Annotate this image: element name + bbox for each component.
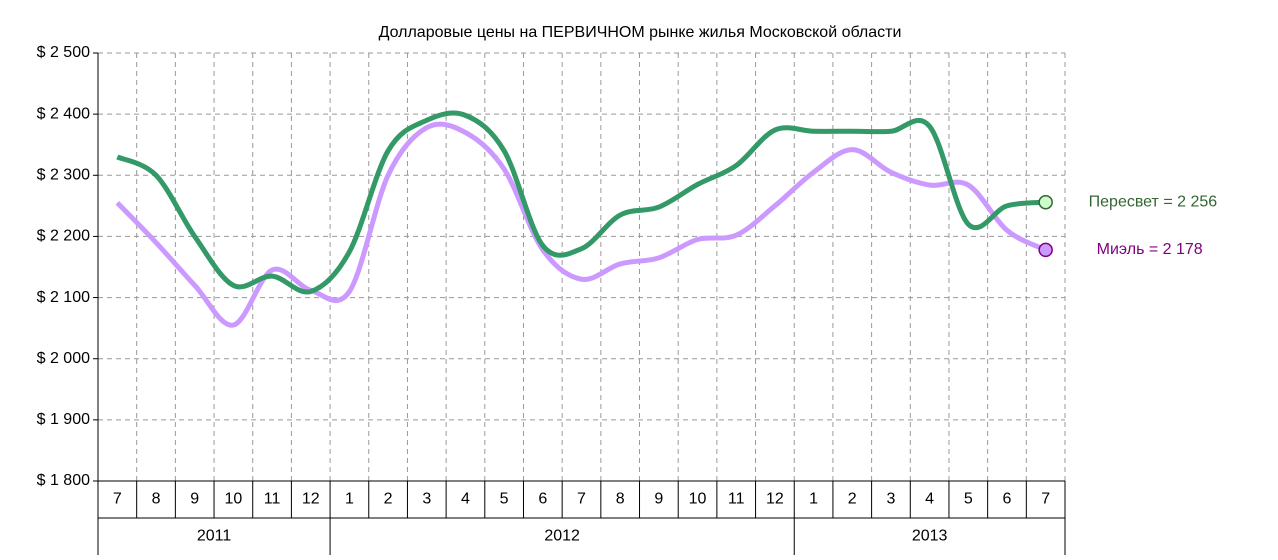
x-tick-label: 7 (577, 491, 586, 508)
group-label: 2011 (197, 528, 232, 545)
y-tick-label: $ 2 000 (37, 350, 90, 367)
end-label: Пересвет = 2 256 (1089, 193, 1218, 210)
series-line (116, 110, 1046, 295)
series-line (115, 121, 1047, 328)
end-marker (1038, 242, 1053, 258)
x-tick-label: 6 (538, 491, 547, 508)
group-label: 2013 (912, 528, 948, 545)
x-tick-label: 3 (422, 491, 431, 508)
y-tick-label: $ 1 900 (37, 411, 90, 428)
x-tick-label: 2 (384, 491, 393, 508)
x-tick-label: 5 (500, 491, 509, 508)
y-tick-label: $ 2 100 (37, 289, 90, 306)
x-tick-label: 7 (113, 491, 122, 508)
x-tick-label: 9 (190, 491, 199, 508)
y-tick-label: $ 2 200 (37, 228, 90, 245)
end-label: Миэль = 2 178 (1097, 241, 1203, 258)
x-tick-label: 4 (925, 491, 934, 508)
x-tick-label: 1 (809, 491, 818, 508)
x-tick-label: 3 (886, 491, 895, 508)
x-tick-label: 9 (654, 491, 663, 508)
y-tick-label: $ 2 500 (37, 44, 90, 61)
x-tick-label: 11 (728, 491, 745, 508)
chart-title: Долларовые цены на ПЕРВИЧНОМ рынке жилья… (379, 24, 902, 41)
x-tick-label: 4 (461, 491, 470, 508)
x-tick-label: 5 (964, 491, 973, 508)
y-tick-label: $ 2 300 (37, 167, 90, 184)
x-tick-label: 2 (848, 491, 857, 508)
end-marker (1038, 194, 1053, 210)
x-tick-label: 12 (302, 491, 320, 508)
x-tick-label: 8 (616, 491, 625, 508)
x-tick-label: 6 (1003, 491, 1012, 508)
x-tick-label: 7 (1041, 491, 1050, 508)
x-tick-label: 10 (689, 491, 707, 508)
x-tick-label: 10 (224, 491, 242, 508)
group-label: 2012 (544, 528, 580, 545)
x-tick-label: 12 (766, 491, 784, 508)
x-tick-label: 1 (345, 491, 354, 508)
x-tick-label: 8 (152, 491, 161, 508)
x-tick-label: 11 (264, 491, 281, 508)
y-tick-label: $ 2 400 (37, 105, 90, 122)
y-tick-label: $ 1 800 (37, 472, 90, 489)
